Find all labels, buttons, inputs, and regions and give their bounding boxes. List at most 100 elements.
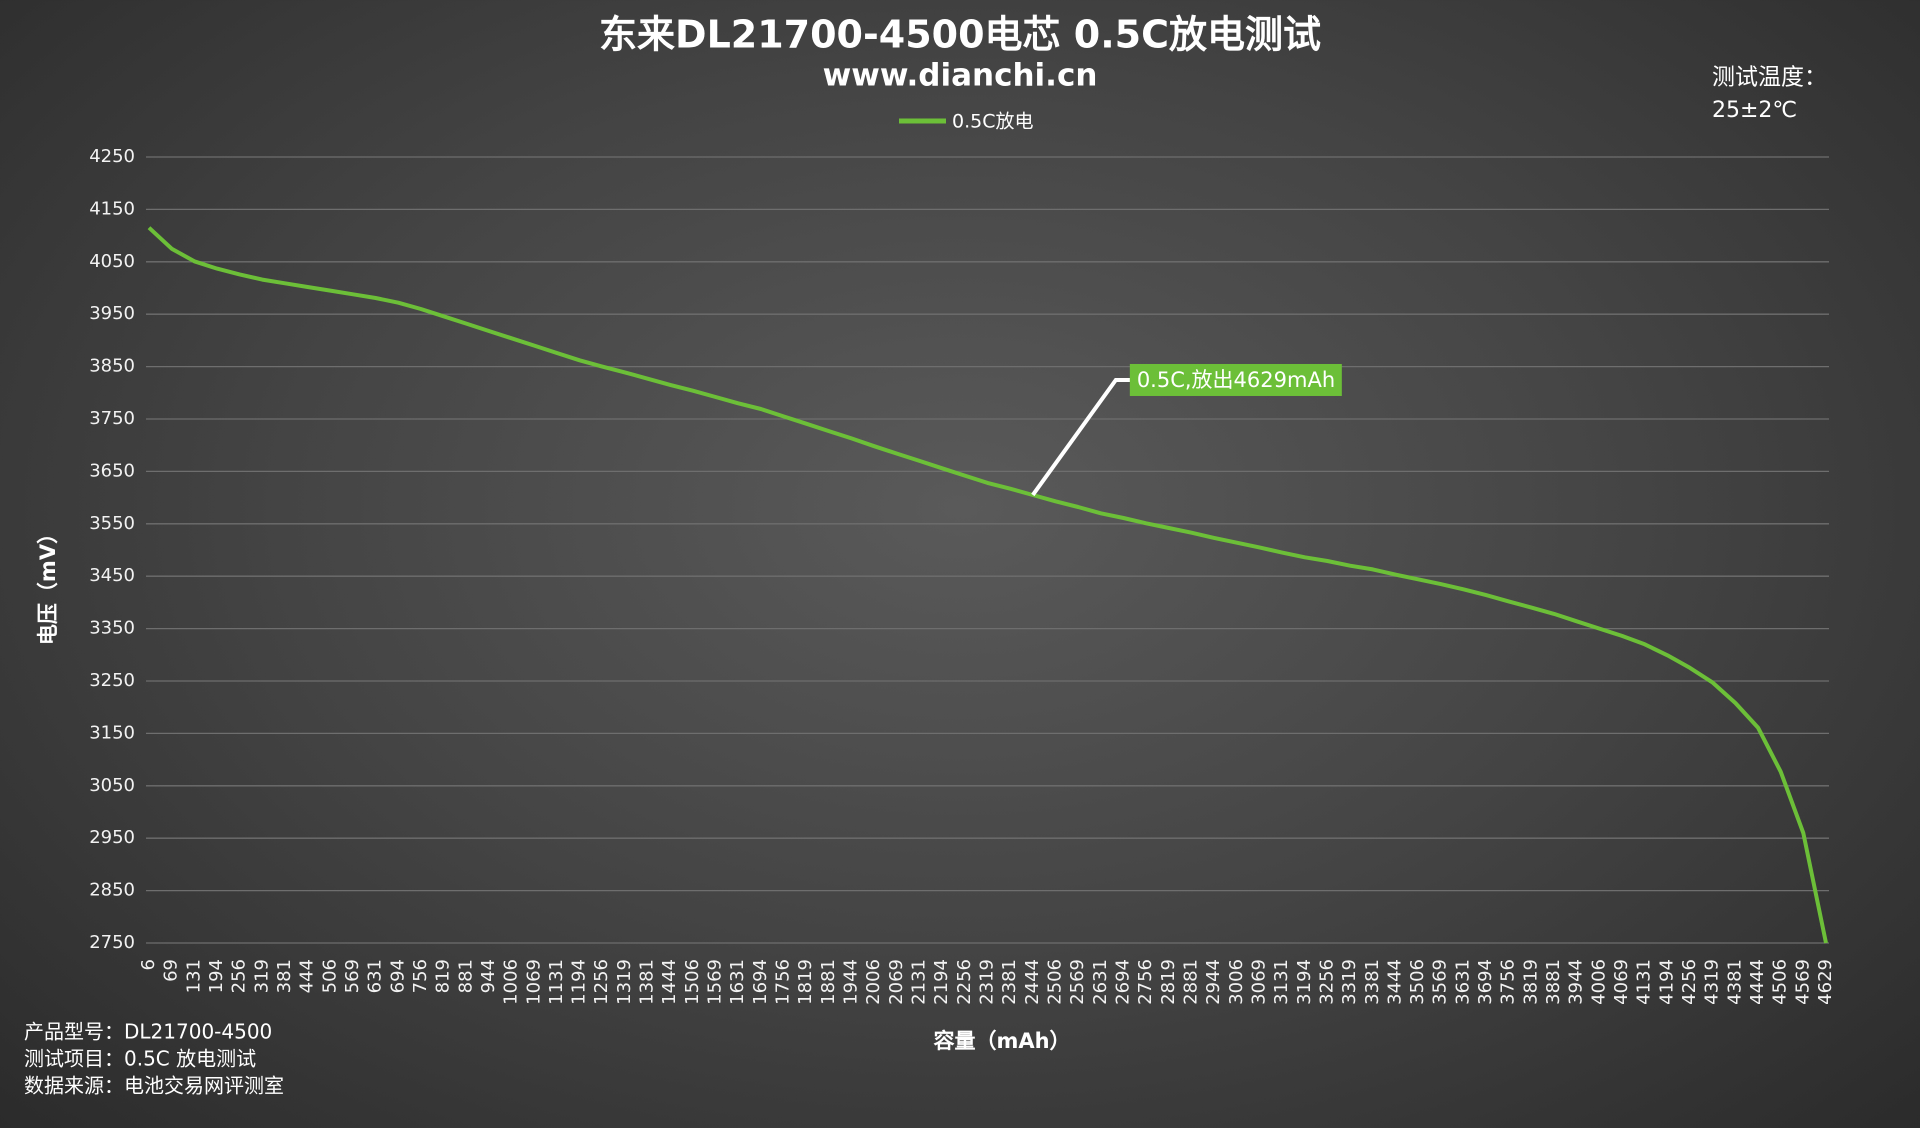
annotation-box <box>1129 363 1342 396</box>
y-tick-label: 3150 <box>89 722 135 743</box>
x-tick-label: 2944 <box>1203 959 1224 1005</box>
x-tick-label: 1069 <box>523 959 544 1005</box>
x-tick-label: 2694 <box>1112 959 1133 1005</box>
x-tick-label: 881 <box>455 959 476 993</box>
x-tick-label: 756 <box>410 959 431 993</box>
x-tick-label: 944 <box>478 959 499 993</box>
x-axis-title: 容量（mAh） <box>933 1029 1070 1053</box>
note: 25±2℃ <box>1712 98 1797 123</box>
x-tick-label: 2069 <box>886 959 907 1005</box>
x-tick-label: 2131 <box>909 959 930 1005</box>
x-tick-label: 1756 <box>773 959 794 1005</box>
x-tick-label: 3256 <box>1316 959 1337 1005</box>
y-tick-label: 3350 <box>89 618 135 639</box>
x-tick-label: 3069 <box>1248 959 1269 1005</box>
footer-text: 产品型号：DL21700-4500 <box>24 1020 272 1044</box>
x-tick-label: 4629 <box>1815 959 1836 1005</box>
x-tick-label: 1694 <box>750 959 771 1005</box>
x-tick-label: 131 <box>183 959 204 993</box>
y-tick-label: 3950 <box>89 303 135 324</box>
x-tick-label: 444 <box>297 959 318 993</box>
x-tick-label: 2506 <box>1044 959 1065 1005</box>
x-tick-label: 4381 <box>1724 959 1745 1005</box>
x-tick-label: 631 <box>365 959 386 993</box>
x-tick-label: 194 <box>206 959 227 993</box>
y-tick-label: 3850 <box>89 356 135 377</box>
annotation-text: 0.5C,放出4629mAh <box>1137 368 1335 392</box>
x-tick-label: 1881 <box>818 959 839 1005</box>
x-tick-label: 3756 <box>1498 959 1519 1005</box>
y-tick-label: 4250 <box>89 146 135 167</box>
x-tick-label: 6 <box>138 959 159 970</box>
x-tick-label: 1381 <box>637 959 658 1005</box>
x-tick-label: 694 <box>387 959 408 993</box>
x-tick-label: 2881 <box>1180 959 1201 1005</box>
note: 测试温度： <box>1712 65 1827 91</box>
x-tick-label: 2006 <box>863 959 884 1005</box>
x-tick-label: 4319 <box>1702 959 1723 1005</box>
x-tick-label: 2194 <box>931 959 952 1005</box>
x-tick-label: 3569 <box>1430 959 1451 1005</box>
x-tick-label: 3194 <box>1294 959 1315 1005</box>
y-tick-label: 4150 <box>89 198 135 219</box>
x-tick-label: 2819 <box>1158 959 1179 1005</box>
x-tick-label: 4006 <box>1588 959 1609 1005</box>
x-tick-label: 3381 <box>1362 959 1383 1005</box>
x-tick-label: 3694 <box>1475 959 1496 1005</box>
y-tick-label: 3650 <box>89 460 135 481</box>
y-tick-label: 2950 <box>89 827 135 848</box>
x-tick-label: 4444 <box>1747 959 1768 1005</box>
y-tick-label: 2750 <box>89 932 135 953</box>
chart-subtitle: www.dianchi.cn <box>823 58 1098 94</box>
x-tick-label: 1319 <box>614 959 635 1005</box>
x-tick-label: 3319 <box>1339 959 1360 1005</box>
x-tick-label: 256 <box>229 959 250 993</box>
x-tick-label: 4194 <box>1656 959 1677 1005</box>
x-tick-label: 2756 <box>1135 959 1156 1005</box>
x-tick-label: 1444 <box>659 959 680 1005</box>
footer-text: 测试项目：0.5C 放电测试 <box>24 1047 256 1071</box>
x-tick-label: 3944 <box>1566 959 1587 1005</box>
x-tick-label: 3631 <box>1452 959 1473 1005</box>
x-tick-label: 2381 <box>999 959 1020 1005</box>
x-tick-label: 1631 <box>727 959 748 1005</box>
x-tick-label: 4506 <box>1770 959 1791 1005</box>
y-tick-label: 3250 <box>89 670 135 691</box>
x-tick-label: 2319 <box>977 959 998 1005</box>
x-tick-label: 3506 <box>1407 959 1428 1005</box>
y-tick-label: 3050 <box>89 775 135 796</box>
y-tick-label: 3450 <box>89 565 135 586</box>
x-tick-label: 1131 <box>546 959 567 1005</box>
y-axis-title: 电压（mV） <box>36 523 60 645</box>
x-tick-label: 4256 <box>1679 959 1700 1005</box>
x-tick-label: 506 <box>319 959 340 993</box>
x-tick-label: 3444 <box>1384 959 1405 1005</box>
y-tick-label: 3550 <box>89 513 135 534</box>
x-tick-label: 3006 <box>1226 959 1247 1005</box>
chart-title: 东来DL21700-4500电芯 0.5C放电测试 <box>599 13 1321 57</box>
x-tick-label: 381 <box>274 959 295 993</box>
x-tick-label: 4069 <box>1611 959 1632 1005</box>
x-tick-label: 819 <box>433 959 454 993</box>
x-tick-label: 1819 <box>795 959 816 1005</box>
legend-label: 0.5C放电 <box>952 111 1033 133</box>
x-tick-label: 319 <box>251 959 272 993</box>
line-series <box>147 226 1828 944</box>
x-tick-label: 3881 <box>1543 959 1564 1005</box>
y-tick-label: 2850 <box>89 880 135 901</box>
x-tick-label: 3819 <box>1520 959 1541 1005</box>
x-tick-label: 2631 <box>1090 959 1111 1005</box>
x-tick-label: 4569 <box>1792 959 1813 1005</box>
x-tick-label: 2256 <box>954 959 975 1005</box>
x-tick-label: 4131 <box>1634 959 1655 1005</box>
x-tick-label: 69 <box>161 959 182 982</box>
y-tick-label: 4050 <box>89 251 135 272</box>
x-tick-label: 569 <box>342 959 363 993</box>
footer-text: 数据来源：电池交易网评测室 <box>24 1074 284 1098</box>
x-tick-label: 1006 <box>501 959 522 1005</box>
y-tick-label: 3750 <box>89 408 135 429</box>
x-tick-label: 1506 <box>682 959 703 1005</box>
annotation-leader <box>1031 377 1131 497</box>
